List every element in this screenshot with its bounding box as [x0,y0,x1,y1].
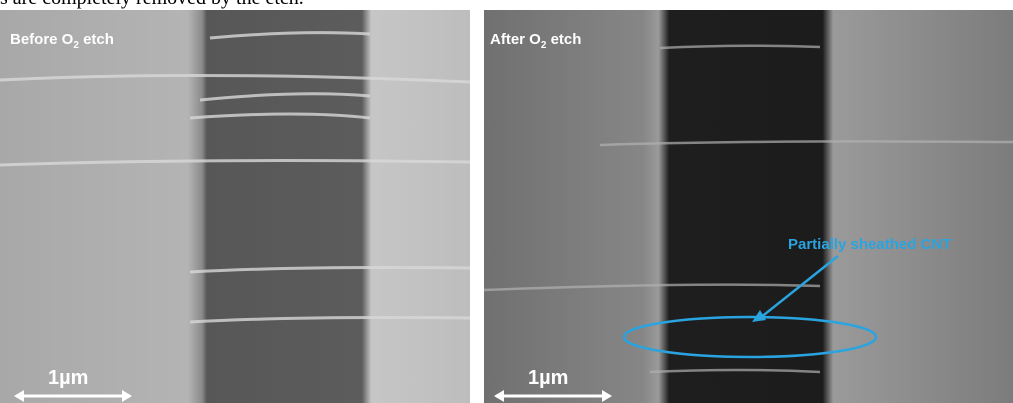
scale-bar-label: 1µm [48,367,88,389]
annotation: Partially sheathed CNT [788,236,951,253]
panel-after: After O2 etch Partially sheathed CNT 1µm [484,10,1013,403]
scale-bar-label: 1µm [528,367,568,389]
figure: s are completely removed by the etch. Be… [0,0,1013,403]
caption-fragment: s are completely removed by the etch. [0,0,304,9]
panel-before: Before O2 etch 1µm [0,10,470,403]
sem-image [0,10,470,403]
sem-image [484,10,1013,403]
